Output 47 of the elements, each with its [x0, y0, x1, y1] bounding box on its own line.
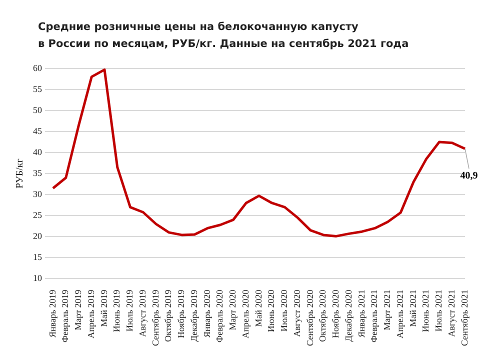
- y-tick-label: 55: [33, 84, 42, 94]
- x-tick-label: Февраль 2020: [214, 289, 225, 342]
- y-tick-label: 45: [33, 126, 42, 136]
- x-tick-label: Апрель 2020: [240, 289, 250, 338]
- x-tick-label: Октябрь 2020: [318, 289, 328, 342]
- x-tick-label: Июнь 2020: [266, 289, 276, 332]
- x-tick-label: Март 2021: [382, 290, 392, 330]
- x-tick-label: Ноябрь 2019: [176, 289, 186, 338]
- y-tick-label: 15: [33, 252, 42, 262]
- x-tick-label: Август 2019: [137, 289, 148, 337]
- y-tick-label: 40: [33, 146, 42, 157]
- y-tick-label: 60: [33, 62, 42, 73]
- y-tick-label: 10: [33, 273, 42, 284]
- x-tick-label: Сентябрь 2020: [304, 289, 315, 346]
- x-tick-label: Декабрь 2020: [343, 289, 354, 342]
- x-tick-label: Апрель 2019: [86, 289, 96, 338]
- x-tick-label: Июнь 2021: [420, 290, 431, 332]
- y-tick-label: 50: [33, 104, 42, 115]
- y-tick-label: 25: [33, 210, 42, 220]
- annotation: 40,9: [460, 170, 478, 182]
- x-tick-label: Сентябрь 2021: [459, 290, 470, 346]
- x-tick-label: Май 2020: [253, 289, 264, 327]
- x-tick-label: Март 2020: [228, 289, 238, 330]
- x-tick-label: Июль 2020: [279, 289, 290, 332]
- x-tick-label: Июнь 2019: [112, 289, 122, 332]
- x-tick-label: Февраль 2019: [60, 289, 70, 342]
- chart-title: Средние розничные цены на белокочанную капусту в России по месяцам, РУБ/кг. Данные на сентябрь 2021 года: [38, 20, 409, 52]
- x-tick-label: Март 2019: [73, 289, 84, 330]
- x-tick-label: Январь 2020: [202, 289, 212, 338]
- x-tick-label: Май 2019: [98, 289, 109, 327]
- x-tick-label: Декабрь 2019: [188, 289, 199, 342]
- y-tick-label: 20: [33, 230, 42, 241]
- x-tick-label: Январь 2019: [47, 289, 58, 338]
- x-tick-label: Январь 2021: [356, 290, 366, 338]
- x-tick-label: Ноябрь 2020: [330, 289, 341, 338]
- x-tick-label: Сентябрь 2019: [150, 289, 160, 346]
- y-axis-title: РУБ/кг: [14, 158, 26, 188]
- x-tick-label: Август 2020: [292, 289, 302, 337]
- x-tick-label: Май 2021: [408, 290, 418, 327]
- y-tick-label: 30: [33, 188, 42, 199]
- x-tick-label: Август 2021: [446, 290, 456, 337]
- x-tick-label: Октябрь 2019: [163, 289, 174, 342]
- x-tick-label: Апрель 2021: [394, 290, 405, 338]
- y-tick-label: 35: [33, 168, 42, 178]
- x-tick-label: Февраль 2021: [369, 290, 380, 342]
- x-tick-label: Июль 2021: [434, 290, 444, 332]
- x-tick-label: Июль 2019: [124, 289, 135, 332]
